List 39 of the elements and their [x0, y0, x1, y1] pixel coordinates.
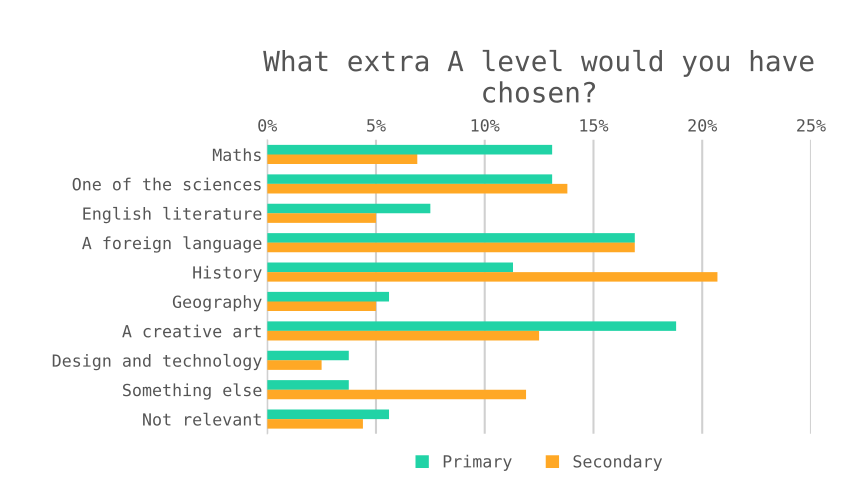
- bar: [267, 144, 552, 154]
- bar: [267, 154, 418, 164]
- y-tick-label: Maths: [212, 148, 261, 162]
- bar: [267, 419, 363, 429]
- bar: [267, 292, 390, 302]
- bar: [267, 301, 376, 312]
- bar: [267, 390, 526, 400]
- bar: [267, 184, 568, 194]
- y-tick-label: Something else: [123, 383, 262, 400]
- x-tick-label: 25%: [797, 119, 826, 132]
- bar: [267, 213, 376, 223]
- y-tick-label: A foreign language: [82, 236, 262, 253]
- bar: [267, 272, 718, 282]
- bar: [267, 242, 635, 252]
- bar: [267, 262, 513, 272]
- y-tick-label: Not relevant: [143, 412, 261, 426]
- bar: [267, 360, 322, 370]
- legend-label: Primary: [444, 454, 512, 471]
- y-tick-label: A creative art: [122, 324, 261, 338]
- bar: [267, 410, 390, 420]
- y-tick-label: English literature: [83, 206, 262, 224]
- y-tick-label: One of the sciences: [72, 178, 261, 190]
- bar: [267, 380, 349, 390]
- bar: [267, 330, 540, 340]
- y-tick-label: Geography: [172, 295, 262, 312]
- x-tick-label: 5%: [367, 119, 386, 132]
- bar: [267, 350, 349, 360]
- x-tick-label: 0%: [258, 119, 277, 132]
- x-tick-label: 15%: [580, 119, 608, 132]
- legend-label: Secondary: [574, 454, 662, 471]
- bar: [267, 233, 635, 243]
- y-tick-label: Design and technology: [52, 354, 262, 370]
- bar: [267, 204, 430, 214]
- chart-title: What extra A level would you have chosen?: [263, 50, 814, 103]
- bar: [267, 321, 676, 331]
- x-tick-label: 10%: [472, 119, 500, 132]
- x-tick-label: 20%: [688, 119, 717, 132]
- y-tick-label: History: [193, 266, 262, 282]
- bar: [267, 174, 552, 184]
